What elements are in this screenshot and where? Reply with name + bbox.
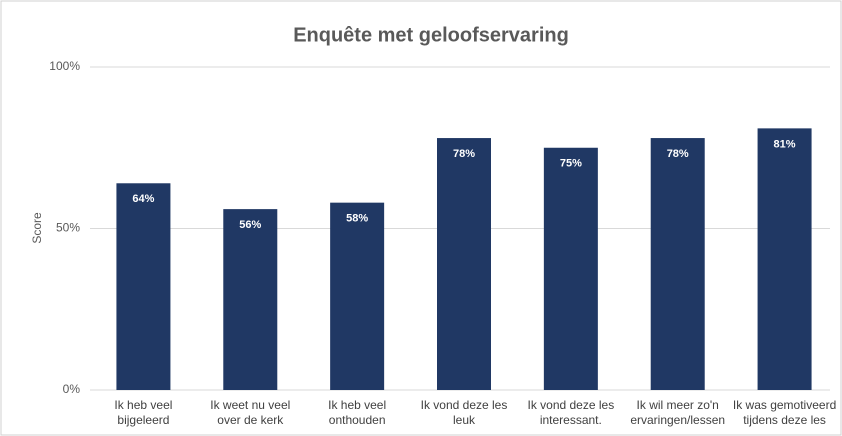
x-tick-label: Ik wil meer zo'n ervaringen/lessen xyxy=(630,398,726,427)
y-axis-label: Score xyxy=(30,212,44,244)
x-tick-label: Ik vond deze les leuk xyxy=(420,398,508,427)
y-tick-label: 100% xyxy=(49,59,80,73)
bar xyxy=(330,202,385,390)
bar xyxy=(757,128,812,390)
bar xyxy=(116,183,171,390)
value-label: 78% xyxy=(667,148,689,160)
bar xyxy=(437,138,491,390)
x-tick-label: Ik heb veel onthouden xyxy=(328,398,387,427)
x-tick-label: Ik heb veel bijgeleerd xyxy=(114,398,173,427)
value-label: 81% xyxy=(774,138,796,150)
y-tick-label: 50% xyxy=(56,221,80,235)
bar xyxy=(650,138,705,390)
y-tick-label: 0% xyxy=(63,382,81,396)
value-label: 75% xyxy=(560,158,582,170)
value-label: 64% xyxy=(132,193,154,205)
x-tick-label: Ik weet nu veel over de kerk xyxy=(210,398,291,427)
x-tick-label: Ik vond deze les interessant. xyxy=(527,398,615,427)
x-tick-label: Ik was gemotiveerd tijdens deze les xyxy=(732,398,837,427)
bar xyxy=(543,147,598,390)
value-label: 78% xyxy=(453,148,475,160)
chart-title: Enquête met geloofservaring xyxy=(293,24,569,46)
value-label: 58% xyxy=(346,213,368,225)
value-label: 56% xyxy=(239,219,261,231)
bar xyxy=(223,209,278,390)
